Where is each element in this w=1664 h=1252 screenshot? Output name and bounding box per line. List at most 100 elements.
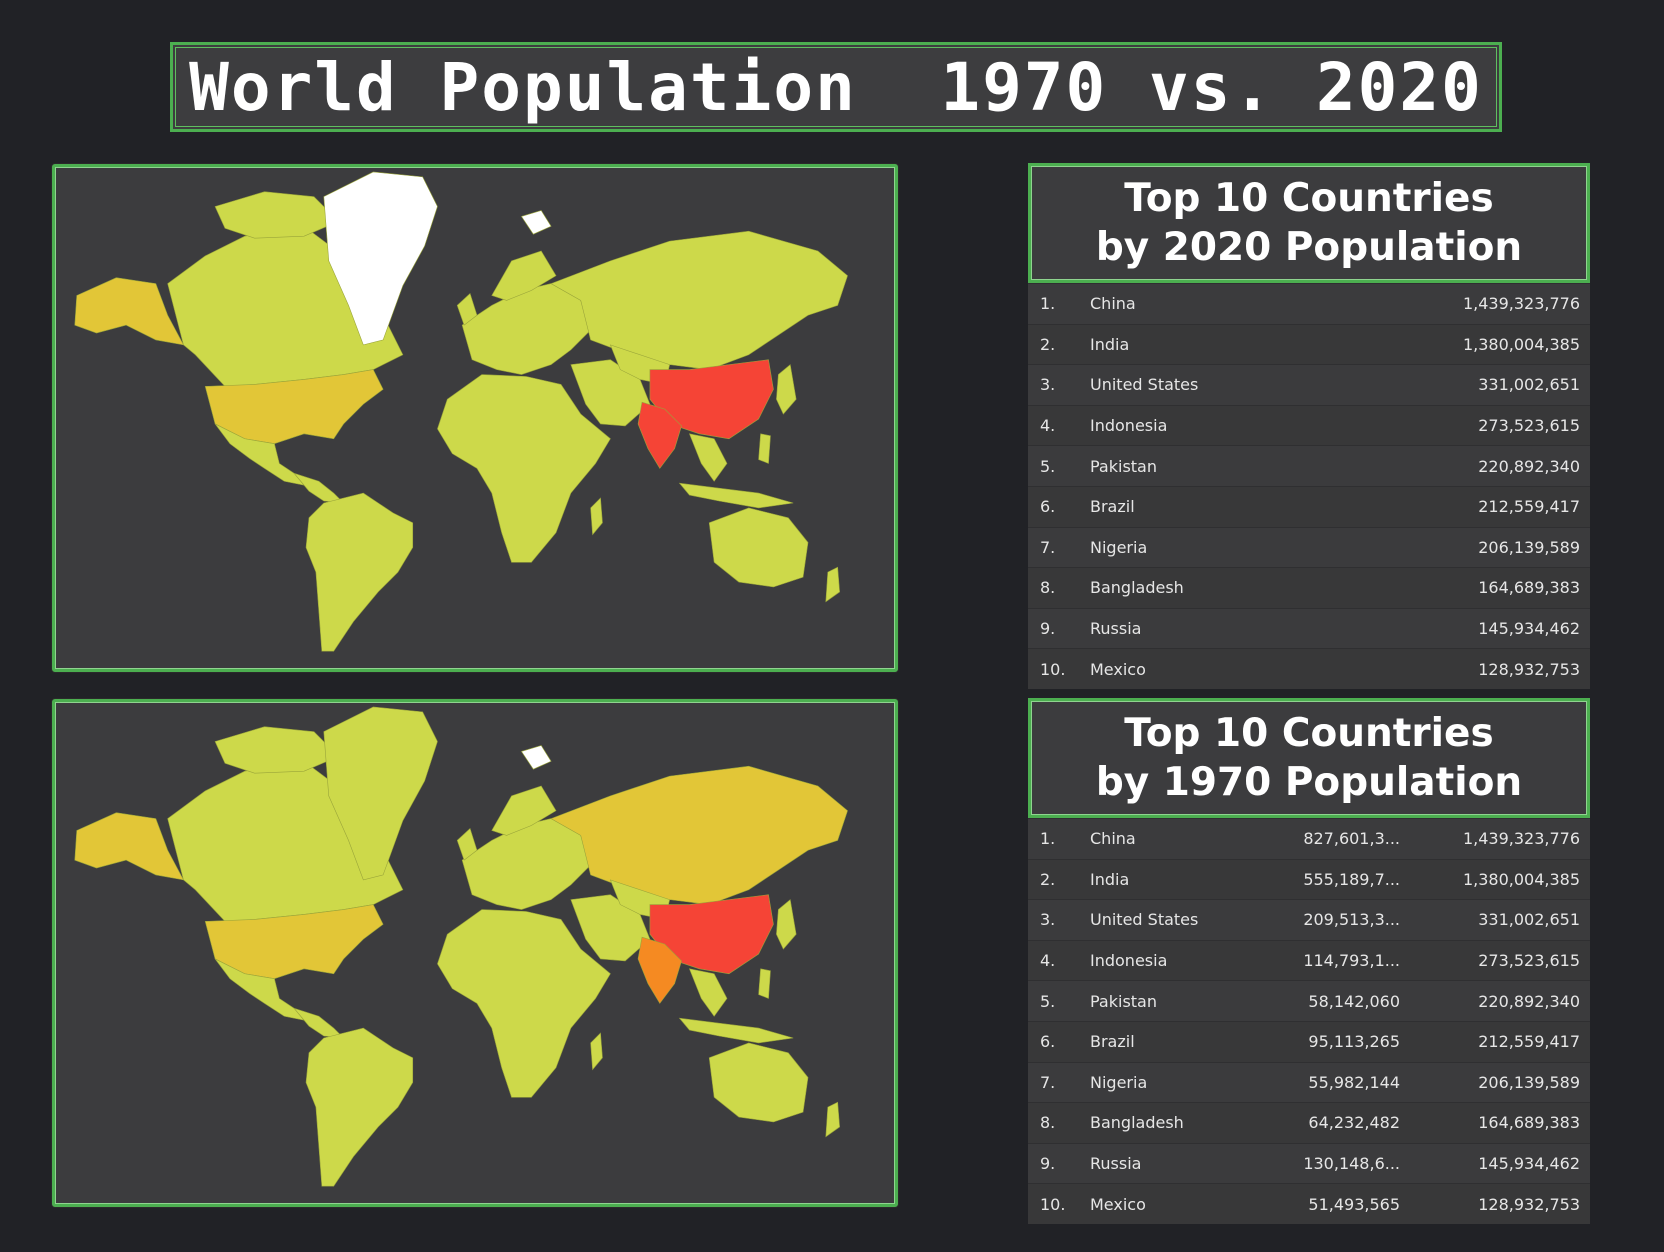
population-2020-cell: 1,439,323,776 [1462,829,1580,849]
map-region-japan[interactable] [776,364,797,415]
map-region-europe[interactable] [461,818,591,910]
table-2020-header: Top 10 Countries by 2020 Population [1028,163,1590,283]
map-region-greenland[interactable] [323,706,438,881]
map-region-indonesia[interactable] [678,482,794,509]
rank-cell: 4. [1040,416,1056,436]
table-row[interactable]: 7. Nigeria 206,139,589 [1028,526,1590,568]
table-row[interactable]: 2. India 555,189,7... 1,380,004,385 [1028,858,1590,900]
map-region-australia[interactable] [708,507,809,588]
rank-cell: 8. [1040,578,1056,598]
map-region-indonesia[interactable] [678,1017,794,1044]
table-row[interactable]: 10. Mexico 128,932,753 [1028,648,1590,689]
population-2020-cell: 128,932,753 [1478,1194,1580,1214]
world-map-1970[interactable] [55,702,895,1204]
table-row[interactable]: 8. Bangladesh 64,232,482 164,689,383 [1028,1102,1590,1143]
map-region-africa[interactable] [437,909,611,1098]
table-row[interactable]: 8. Bangladesh 164,689,383 [1028,567,1590,608]
map-region-southeast-asia[interactable] [688,433,728,482]
rank-cell: 9. [1040,1154,1056,1174]
map-region-new-zealand[interactable] [825,1101,840,1138]
map-region-russia[interactable] [550,230,848,370]
table-1970-title-line1: Top 10 Countries [1124,711,1494,756]
country-cell: Nigeria [1090,1072,1148,1092]
map-region-southeast-asia[interactable] [688,968,728,1017]
population-1970-cell: 114,793,1... [1303,951,1400,971]
map-region-scandinavia[interactable] [491,785,557,836]
map-region-central-america[interactable] [293,1007,345,1039]
map-region-australia[interactable] [708,1042,809,1123]
table-row[interactable]: 4. Indonesia 114,793,1... 273,523,615 [1028,939,1590,981]
rank-cell: 4. [1040,951,1056,971]
table-row[interactable]: 10. Mexico 51,493,565 128,932,753 [1028,1183,1590,1224]
country-cell: United States [1090,375,1199,395]
country-cell: United States [1090,910,1199,930]
population-2020-cell: 212,559,417 [1478,1032,1580,1052]
map-region-japan[interactable] [776,899,797,950]
table-row[interactable]: 6. Brazil 212,559,417 [1028,485,1590,527]
country-cell: Bangladesh [1090,578,1184,598]
map-region-svalbard[interactable] [520,745,552,770]
world-map-2020[interactable] [55,167,895,669]
country-cell: Russia [1090,1154,1142,1174]
country-cell: China [1090,294,1136,314]
population-1970-cell: 95,113,265 [1308,1032,1400,1052]
table-row[interactable]: 4. Indonesia 273,523,615 [1028,404,1590,446]
country-cell: Indonesia [1090,951,1168,971]
table-row[interactable]: 7. Nigeria 55,982,144 206,139,589 [1028,1061,1590,1103]
map-region-alaska[interactable] [74,277,185,346]
rank-cell: 9. [1040,619,1056,639]
population-2020-cell: 164,689,383 [1478,578,1580,598]
table-row[interactable]: 5. Pakistan 220,892,340 [1028,445,1590,486]
table-row[interactable]: 6. Brazil 95,113,265 212,559,417 [1028,1020,1590,1062]
population-2020-cell: 145,934,462 [1478,1154,1580,1174]
map-region-south-america[interactable] [305,1027,414,1187]
map-region-philippines[interactable] [758,968,771,999]
map-region-india[interactable] [637,401,682,469]
country-cell: Pakistan [1090,456,1157,476]
table-row[interactable]: 5. Pakistan 58,142,060 220,892,340 [1028,980,1590,1021]
rank-cell: 3. [1040,375,1056,395]
table-row[interactable]: 9. Russia 130,148,6... 145,934,462 [1028,1142,1590,1184]
rank-cell: 8. [1040,1113,1056,1133]
table-row[interactable]: 1. China 827,601,3... 1,439,323,776 [1028,818,1590,859]
map-region-uk[interactable] [456,292,478,326]
map-region-new-zealand[interactable] [825,566,840,603]
map-region-europe[interactable] [461,283,591,375]
table-row[interactable]: 1. China 1,439,323,776 [1028,283,1590,324]
table-2020-title-line2: by 2020 Population [1095,225,1523,270]
map-region-central-america[interactable] [293,472,345,504]
country-cell: Brazil [1090,1032,1135,1052]
map-region-greenland[interactable] [323,171,438,346]
rank-cell: 5. [1040,991,1056,1011]
table-row[interactable]: 3. United States 331,002,651 [1028,364,1590,405]
map-region-svalbard[interactable] [520,210,552,235]
map-region-canada-islands[interactable] [214,726,340,774]
population-2020-cell: 212,559,417 [1478,497,1580,517]
map-region-canada-islands[interactable] [214,191,340,239]
map-region-middle-east[interactable] [570,894,651,962]
map-region-alaska[interactable] [74,812,185,881]
table-row[interactable]: 9. Russia 145,934,462 [1028,607,1590,649]
table-row[interactable]: 2. India 1,380,004,385 [1028,323,1590,365]
map-region-philippines[interactable] [758,433,771,464]
country-cell: Mexico [1090,659,1146,679]
population-1970-cell: 58,142,060 [1308,991,1400,1011]
population-2020-cell: 331,002,651 [1478,375,1580,395]
map-region-middle-east[interactable] [570,359,651,427]
map-1970[interactable] [52,699,898,1207]
rank-cell: 6. [1040,497,1056,517]
map-region-india[interactable] [637,936,682,1004]
map-region-uk[interactable] [456,827,478,861]
population-2020-cell: 1,380,004,385 [1462,869,1580,889]
map-region-madagascar[interactable] [590,1032,603,1071]
map-region-africa[interactable] [437,374,611,563]
map-region-russia[interactable] [550,765,848,905]
population-2020-cell: 273,523,615 [1478,951,1580,971]
map-region-madagascar[interactable] [590,497,603,536]
map-region-scandinavia[interactable] [491,250,557,301]
country-cell: Mexico [1090,1194,1146,1214]
map-2020[interactable] [52,164,898,672]
map-region-south-america[interactable] [305,492,414,652]
table-row[interactable]: 3. United States 209,513,3... 331,002,651 [1028,899,1590,940]
population-2020-cell: 206,139,589 [1478,537,1580,557]
